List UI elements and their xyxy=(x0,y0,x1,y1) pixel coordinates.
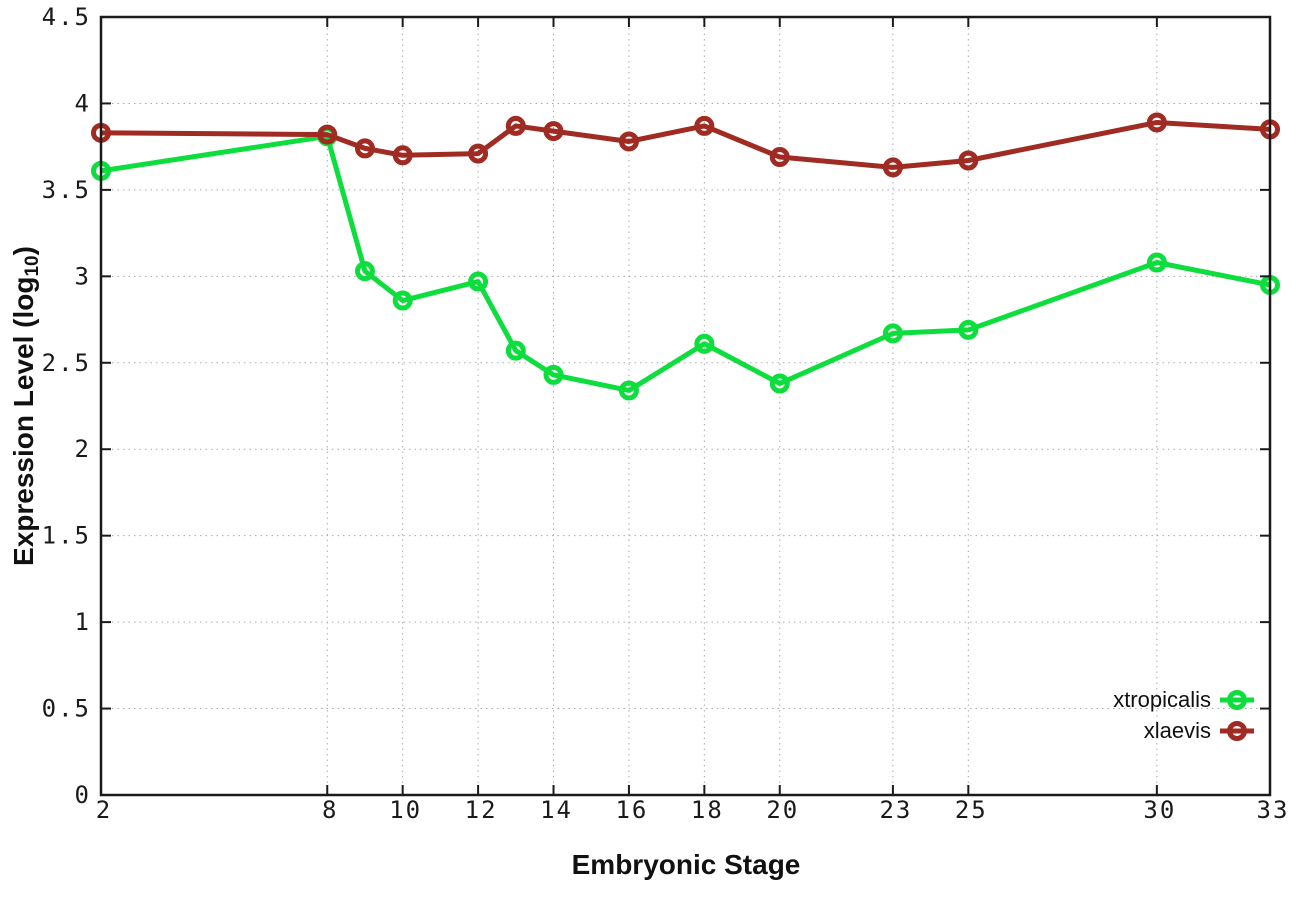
data-point-xlaevis xyxy=(354,138,375,159)
x-tick-label: 8 xyxy=(322,796,338,824)
plot-border xyxy=(99,15,1272,797)
data-point-xlaevis xyxy=(618,131,639,152)
y-tick-label: 4 xyxy=(75,89,91,117)
data-point-xtropicalis xyxy=(958,319,979,340)
data-point-xlaevis xyxy=(694,115,715,136)
data-point-xtropicalis xyxy=(769,373,790,394)
data-point-xlaevis xyxy=(543,121,564,142)
y-axis-title-text: Expression Level (log xyxy=(8,276,39,566)
data-point-xtropicalis xyxy=(354,261,375,282)
x-tick-label: 2 xyxy=(96,796,112,824)
axes xyxy=(99,15,1272,797)
legend-item: xtropicalis xyxy=(1113,684,1254,715)
data-point-xtropicalis xyxy=(618,380,639,401)
data-point-xlaevis xyxy=(769,147,790,168)
y-tick-label: 0.5 xyxy=(42,695,91,723)
x-tick-label: 14 xyxy=(540,796,573,824)
legend: xtropicalis xlaevis xyxy=(1113,684,1254,746)
y-axis-title-subscript: 10 xyxy=(22,255,44,277)
data-point-xtropicalis xyxy=(543,364,564,385)
series xyxy=(91,112,1280,401)
x-tick-label: 18 xyxy=(691,796,724,824)
y-axis-title-suffix: ) xyxy=(8,246,39,256)
series-line-xtropicalis xyxy=(100,133,1271,393)
x-tick-label: 23 xyxy=(879,796,912,824)
y-tick-label: 1.5 xyxy=(42,522,91,550)
y-tick-label: 3.5 xyxy=(42,176,91,204)
x-tick-label: 20 xyxy=(766,796,799,824)
data-point-xtropicalis xyxy=(1146,252,1167,273)
x-tick-label: 10 xyxy=(389,796,422,824)
legend-item: xlaevis xyxy=(1113,715,1254,746)
y-tick-label: 4.5 xyxy=(42,3,91,31)
data-point-xtropicalis xyxy=(882,323,903,344)
x-axis-title-text: Embryonic Stage xyxy=(571,849,801,880)
data-point-xtropicalis xyxy=(505,340,526,361)
data-point-xlaevis xyxy=(958,150,979,171)
legend-marker-circle-icon xyxy=(1220,689,1254,710)
y-axis-title: Expression Level (log10) xyxy=(8,246,44,566)
y-tick-label: 0 xyxy=(75,781,91,809)
data-point-xtropicalis xyxy=(468,271,489,292)
tick-labels: 2 8 10 12 14 16 18 20 23 25 30 33 0 0.5 1 1.5 2 2.5 3 3.5 4 4… xyxy=(42,3,1290,824)
data-point-xlaevis xyxy=(317,124,338,145)
x-tick-label: 12 xyxy=(465,796,498,824)
y-tick-label: 1 xyxy=(75,608,91,636)
data-point-xlaevis xyxy=(1146,112,1167,133)
y-tick-label: 2.5 xyxy=(42,349,91,377)
x-axis-title: Embryonic Stage xyxy=(572,849,801,881)
data-point-xlaevis xyxy=(882,157,903,178)
legend-label: xlaevis xyxy=(1143,717,1211,743)
data-point-xtropicalis xyxy=(694,333,715,354)
x-tick-label: 16 xyxy=(615,796,648,824)
y-tick-label: 2 xyxy=(75,435,91,463)
data-point-xlaevis xyxy=(468,143,489,164)
data-point-xlaevis xyxy=(392,145,413,166)
data-point-xlaevis xyxy=(505,115,526,136)
y-tick-label: 3 xyxy=(75,262,91,290)
x-tick-label: 25 xyxy=(955,796,988,824)
data-point-xtropicalis xyxy=(392,290,413,311)
x-tick-label: 30 xyxy=(1143,796,1176,824)
x-tick-label: 33 xyxy=(1257,796,1290,824)
legend-label: xtropicalis xyxy=(1113,686,1211,712)
legend-marker-circle-icon xyxy=(1220,720,1254,741)
